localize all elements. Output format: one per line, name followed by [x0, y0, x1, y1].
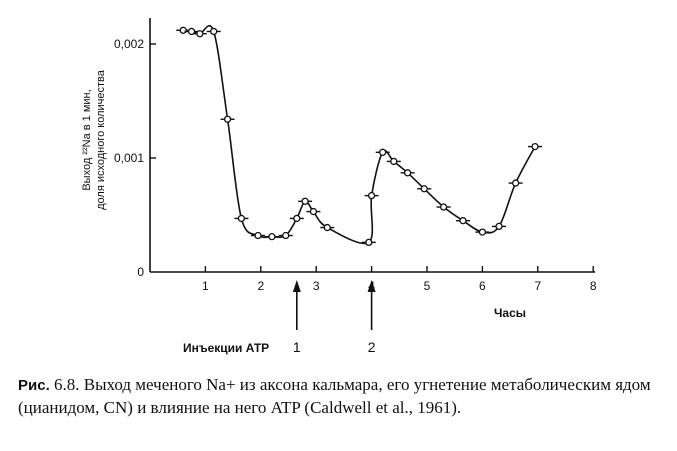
- x-tick-label: 2: [257, 279, 264, 293]
- data-point: [367, 191, 376, 200]
- y-axis-label-line: Выход ²²Na в 1 мин,: [81, 89, 93, 190]
- data-point: [365, 238, 373, 247]
- data-point: [495, 222, 503, 231]
- data-point: [420, 185, 428, 193]
- data-point: [282, 231, 290, 240]
- data-point: [511, 179, 520, 187]
- data-point: [187, 27, 196, 36]
- injection-number: 1: [293, 339, 301, 355]
- x-tick-label: 8: [590, 279, 597, 293]
- data-point: [268, 233, 276, 241]
- data-point: [323, 223, 331, 232]
- caption-text: 6.8. Выход меченого Na+ из аксона кальма…: [18, 375, 651, 417]
- data-point: [237, 214, 246, 223]
- data-point: [196, 30, 204, 38]
- x-tick-label: 5: [424, 279, 431, 293]
- x-tick-label: 1: [202, 279, 209, 293]
- series-line: [183, 25, 536, 245]
- axes: [149, 18, 596, 273]
- data-point: [390, 157, 398, 166]
- data-point: [301, 197, 309, 205]
- x-tick-label: 3: [313, 279, 320, 293]
- data-point: [254, 231, 262, 240]
- y-tick-label: 0: [137, 265, 144, 279]
- data-point: [309, 207, 318, 216]
- x-axis-label: Часы: [494, 306, 526, 320]
- figure-caption: Рис. 6.8. Выход меченого Na+ из аксона к…: [18, 374, 658, 419]
- data-point: [403, 169, 412, 177]
- data-point: [293, 214, 301, 223]
- y-axis-label-line: доля исходного количества: [95, 69, 107, 210]
- injection-number: 2: [368, 339, 376, 355]
- x-tick-label: 7: [534, 279, 541, 293]
- data-point: [459, 217, 467, 225]
- data-point: [478, 228, 487, 236]
- data-point: [531, 142, 539, 151]
- data-point: [439, 203, 448, 211]
- data-points: [176, 26, 543, 247]
- data-point: [223, 115, 232, 123]
- y-tick-label: 0,002: [114, 37, 144, 51]
- data-point: [379, 148, 387, 156]
- data-point: [179, 26, 187, 34]
- data-point: [210, 27, 218, 36]
- injection-arrowhead: [292, 280, 301, 292]
- y-axis-label: Выход ²²Na в 1 мин, доля исходного количе…: [81, 69, 107, 210]
- y-tick-label: 0,001: [114, 151, 144, 165]
- injection-arrowhead: [367, 280, 376, 292]
- x-tick-label: 6: [479, 279, 486, 293]
- injection-label: Инъекции АТР: [183, 341, 269, 355]
- caption-prefix: Рис.: [18, 377, 50, 394]
